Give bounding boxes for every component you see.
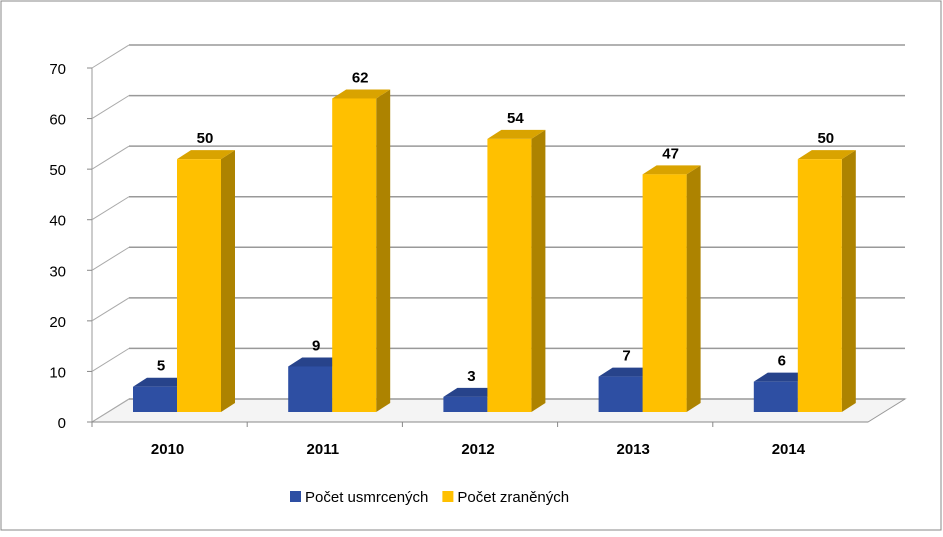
bar-side [686,165,701,412]
data-label: 5 [157,358,165,375]
bar [288,366,333,412]
y-tick-label: 10 [49,364,66,381]
bar [177,159,221,412]
legend-label: Počet usmrcených [305,489,428,506]
bar [797,159,842,412]
bar-top [598,367,657,377]
bar-top [133,377,191,387]
legend-swatch [442,491,454,502]
grid-line-side [91,348,130,372]
x-tick-label: 2012 [461,441,494,458]
data-label: 7 [622,348,630,365]
bar-top [797,150,856,160]
grid-line-side [91,398,130,423]
x-tick-label: 2011 [307,441,340,458]
data-label: 50 [817,130,834,147]
data-label: 62 [352,69,369,86]
bar [642,174,687,412]
y-tick-label: 40 [49,213,66,230]
grid-line-side [91,95,130,119]
grid-line-side [91,145,130,170]
x-tick-label: 2013 [617,441,650,458]
legend-label: Počet zraněných [457,489,569,506]
data-label: 9 [312,337,320,354]
data-label: 6 [778,353,786,370]
data-label: 54 [507,110,524,127]
y-tick-label: 20 [49,314,66,331]
y-tick-label: 70 [49,61,66,78]
bar-top [288,357,347,367]
bar [332,98,377,412]
data-label: 50 [197,130,214,147]
grid-line-side [91,297,130,322]
y-tick-label: 30 [49,263,66,280]
grid-line-side [91,196,130,221]
legend-swatch [290,491,301,502]
grid-line-side [91,44,130,69]
bar-top [443,387,502,397]
grid-line-side [91,246,130,271]
data-label: 3 [467,368,475,385]
data-label: 47 [662,145,679,162]
bar-top [642,165,701,175]
bar-top [177,150,235,160]
bar [133,386,177,412]
bar [753,381,798,412]
bar-side [221,150,235,412]
bar-side [531,129,546,412]
bar-side [376,89,391,412]
bar [598,376,643,412]
y-tick-label: 50 [49,162,66,179]
bar-top [332,89,391,99]
x-tick-label: 2014 [772,441,806,458]
bar-top [487,129,546,139]
bar [443,396,488,412]
x-tick-label: 2010 [151,441,184,458]
y-tick-label: 0 [58,415,66,432]
bar-side [841,150,856,412]
bar-top [753,372,812,382]
y-tick-label: 60 [49,112,66,129]
bar [487,138,532,412]
